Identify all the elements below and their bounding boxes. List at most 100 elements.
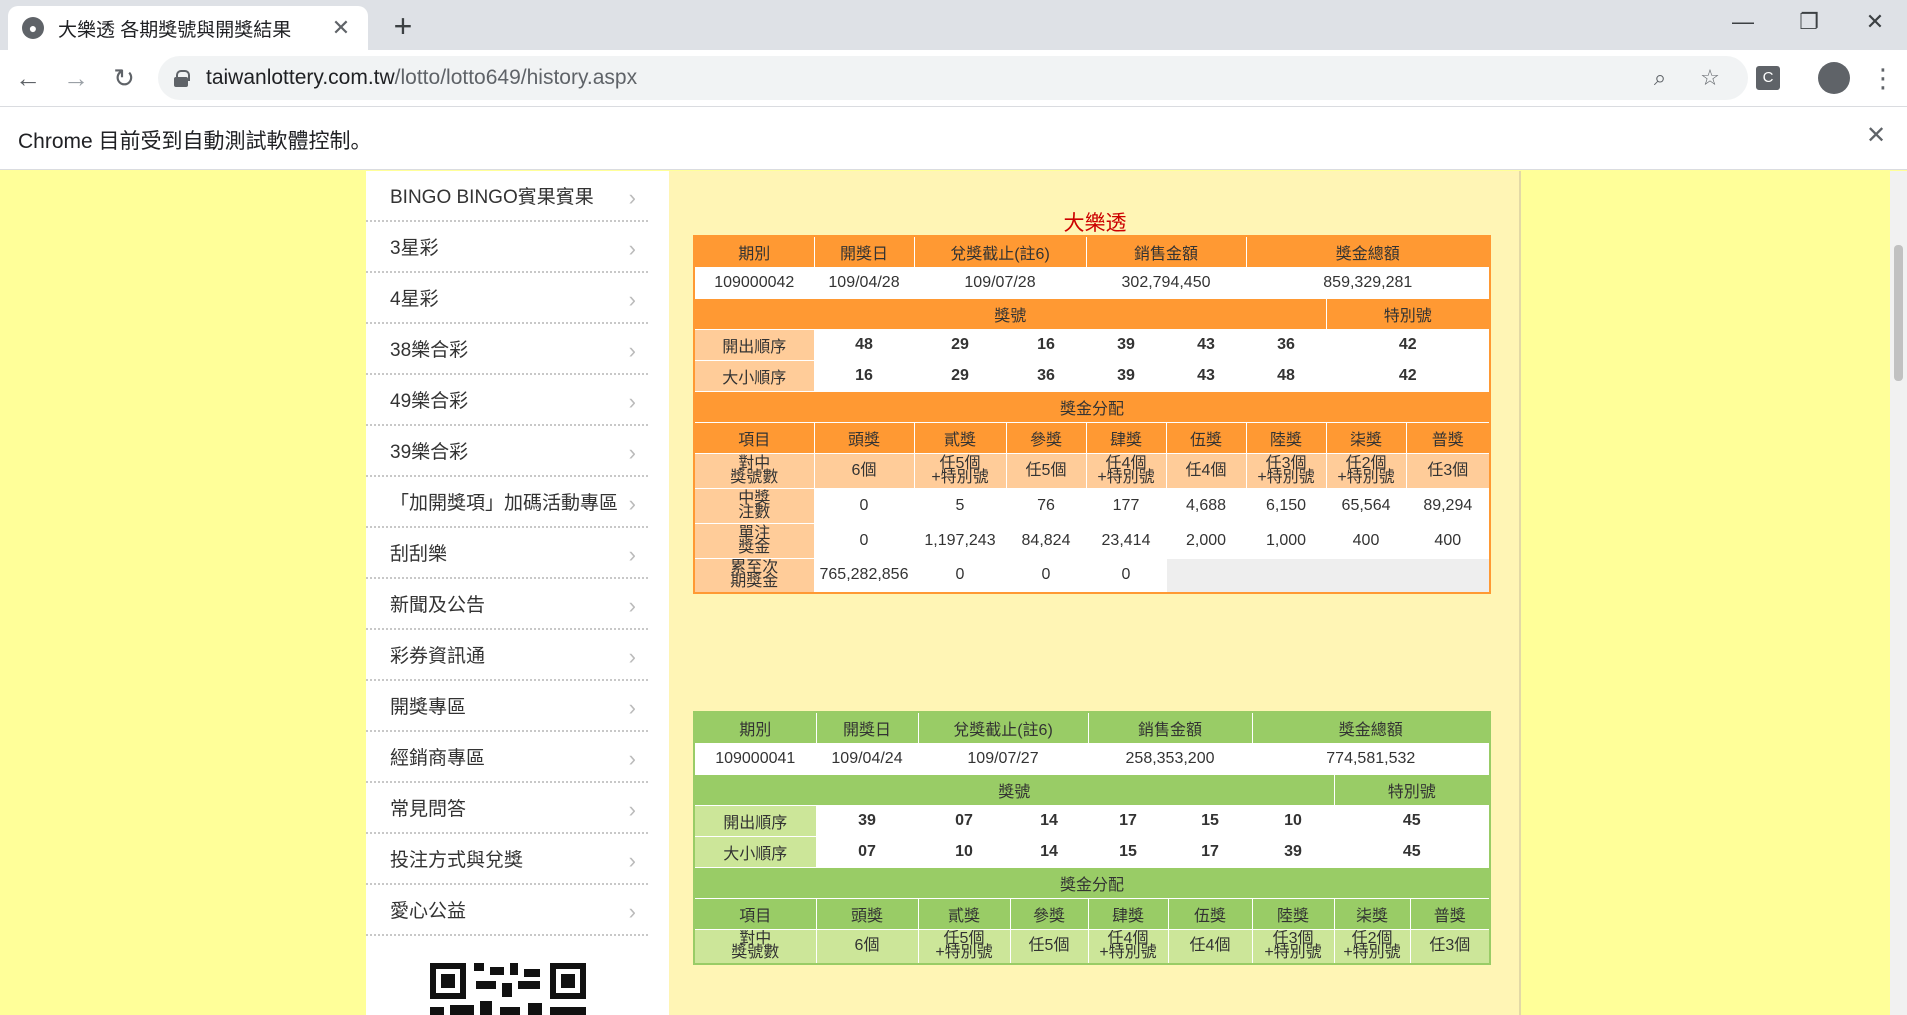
sidebar-item[interactable]: 刮刮樂 › <box>366 528 648 579</box>
unit-prize: 2,000 <box>1165 522 1247 559</box>
unit-prize: 1,000 <box>1245 522 1327 559</box>
sidebar-item[interactable]: 49樂合彩 › <box>366 375 648 426</box>
special-header: 特別號 <box>1325 297 1491 330</box>
reload-icon[interactable]: ↻ <box>113 63 135 93</box>
ball-number: 07 <box>917 804 1011 837</box>
sidebar-item[interactable]: 開獎專區 › <box>366 681 648 732</box>
ball-number: 36 <box>1245 328 1327 361</box>
match-rule: 任4個 <box>1167 928 1253 965</box>
match-rule: 任3個 <box>1409 928 1491 965</box>
chevron-right-icon: › <box>628 644 636 669</box>
match-rule: 任3個 <box>1405 452 1491 489</box>
winners-count: 76 <box>1005 487 1087 524</box>
match-rule: 任4個 +特別號 <box>1085 452 1167 489</box>
prize-total-header: 獎金總額 <box>1245 235 1491 268</box>
chevron-right-icon: › <box>628 899 636 924</box>
ball-number: 39 <box>815 804 919 837</box>
chevron-right-icon: › <box>628 236 636 261</box>
sidebar-item[interactable]: 彩券資訊通 › <box>366 630 648 681</box>
sidebar-item[interactable]: 4星彩 › <box>366 273 648 324</box>
draw-order-label: 開出順序 <box>693 804 817 837</box>
chevron-right-icon: › <box>628 542 636 567</box>
lotto-title: 大樂透 <box>1063 212 1127 235</box>
close-tab-icon[interactable]: ✕ <box>331 15 351 40</box>
ball-number: 48 <box>813 328 915 361</box>
period-header: 期別 <box>693 711 817 744</box>
period-value: 109000041 <box>693 742 817 775</box>
prize-name: 頭獎 <box>815 897 919 930</box>
bookmark-star-icon[interactable]: ☆ <box>1700 65 1720 90</box>
ball-number: 29 <box>913 328 1007 361</box>
special-number: 45 <box>1333 804 1491 837</box>
sidebar-item[interactable]: 39樂合彩 › <box>366 426 648 477</box>
sidebar-item[interactable]: 愛心公益 › <box>366 885 648 936</box>
ball-number: 10 <box>1251 804 1335 837</box>
sidebar-item[interactable]: BINGO BINGO賓果賓果 › <box>366 171 648 222</box>
prize-name: 貳獎 <box>917 897 1011 930</box>
match-rule: 任3個 +特別號 <box>1251 928 1335 965</box>
sales-value: 302,794,450 <box>1085 266 1247 299</box>
prize-name: 肆獎 <box>1087 897 1169 930</box>
chevron-right-icon: › <box>628 389 636 414</box>
chevron-right-icon: › <box>628 338 636 363</box>
accumulated-label: 累至次 期獎金 <box>693 557 815 594</box>
url-host: taiwanlottery.com.tw <box>206 66 395 89</box>
window-close-icon[interactable]: ✕ <box>1865 9 1885 34</box>
sidebar: BINGO BINGO賓果賓果 › 3星彩 › 4星彩 › 38樂合彩 › 49樂合彩 › 39樂合… <box>366 171 669 1015</box>
chevron-right-icon: › <box>628 695 636 720</box>
chevron-right-icon: › <box>628 287 636 312</box>
match-rule: 6個 <box>815 928 919 965</box>
sidebar-item[interactable]: 經銷商專區 › <box>366 732 648 783</box>
prize-total-value: 774,581,532 <box>1251 742 1491 775</box>
restore-icon[interactable]: ❐ <box>1799 9 1819 34</box>
chevron-right-icon: › <box>628 593 636 618</box>
address-bar[interactable]: taiwanlottery.com.tw/lotto/lotto649/hist… <box>158 56 1748 100</box>
profile-icon[interactable] <box>1818 62 1850 94</box>
match-label: 對中 獎號數 <box>693 452 815 489</box>
back-icon[interactable]: ← <box>15 63 41 93</box>
sidebar-item-label: 經銷商專區 <box>390 748 486 769</box>
sidebar-item[interactable]: 「加開獎項」加碼活動專區 › <box>366 477 648 528</box>
forward-icon[interactable]: → <box>63 63 89 93</box>
winners-count: 0 <box>813 487 915 524</box>
sidebar-item-label: 投注方式與兌獎 <box>390 850 524 871</box>
item-header: 項目 <box>693 421 815 454</box>
match-rule: 任5個 +特別號 <box>913 452 1007 489</box>
scrollbar-thumb[interactable] <box>1894 245 1903 381</box>
sidebar-item-label: BINGO BINGO賓果賓果 <box>390 187 594 208</box>
extension-icon[interactable]: C <box>1756 66 1780 90</box>
sidebar-item[interactable]: 新聞及公告 › <box>366 579 648 630</box>
infobar-close-icon[interactable]: ✕ <box>1866 122 1887 149</box>
sidebar-item-label: 彩券資訊通 <box>390 646 486 667</box>
lock-icon[interactable] <box>174 70 190 87</box>
unit-prize: 400 <box>1325 522 1407 559</box>
accumulated-value: 0 <box>913 557 1007 594</box>
match-rule: 任5個 +特別號 <box>917 928 1011 965</box>
match-rule: 任2個 +特別號 <box>1325 452 1407 489</box>
accumulated-value: 765,282,856 <box>813 557 915 594</box>
ball-number: 15 <box>1087 835 1169 868</box>
browser-tab[interactable]: ● 大樂透 各期獎號與開獎結果 ✕ <box>8 6 368 50</box>
ball-number: 17 <box>1167 835 1253 868</box>
ball-number: 15 <box>1167 804 1253 837</box>
menu-icon[interactable]: ⋮ <box>1870 63 1896 93</box>
main-content: 大樂透 期別 開獎日 兌獎截止(註6) 銷售金額 獎金總額 109000042 109/04… <box>669 171 1521 1015</box>
sidebar-item[interactable]: 常見問答 › <box>366 783 648 834</box>
prize-name: 貳獎 <box>913 421 1007 454</box>
zoom-icon[interactable]: ⌕ <box>1653 65 1667 90</box>
chevron-right-icon: › <box>628 440 636 465</box>
sidebar-item[interactable]: 38樂合彩 › <box>366 324 648 375</box>
accumulated-value: 0 <box>1005 557 1087 594</box>
special-number: 42 <box>1325 328 1491 361</box>
ball-number: 39 <box>1085 328 1167 361</box>
page-scrollbar[interactable] <box>1890 171 1907 1015</box>
minimize-icon[interactable]: — <box>1732 9 1754 34</box>
prize-name: 伍獎 <box>1165 421 1247 454</box>
ball-number: 16 <box>813 359 915 392</box>
sidebar-item[interactable]: 3星彩 › <box>366 222 648 273</box>
sidebar-item-label: 新聞及公告 <box>390 595 486 616</box>
period-header: 期別 <box>693 235 815 268</box>
sidebar-item[interactable]: 投注方式與兌獎 › <box>366 834 648 885</box>
unit-prize: 1,197,243 <box>913 522 1007 559</box>
new-tab-button[interactable]: + <box>393 8 413 44</box>
